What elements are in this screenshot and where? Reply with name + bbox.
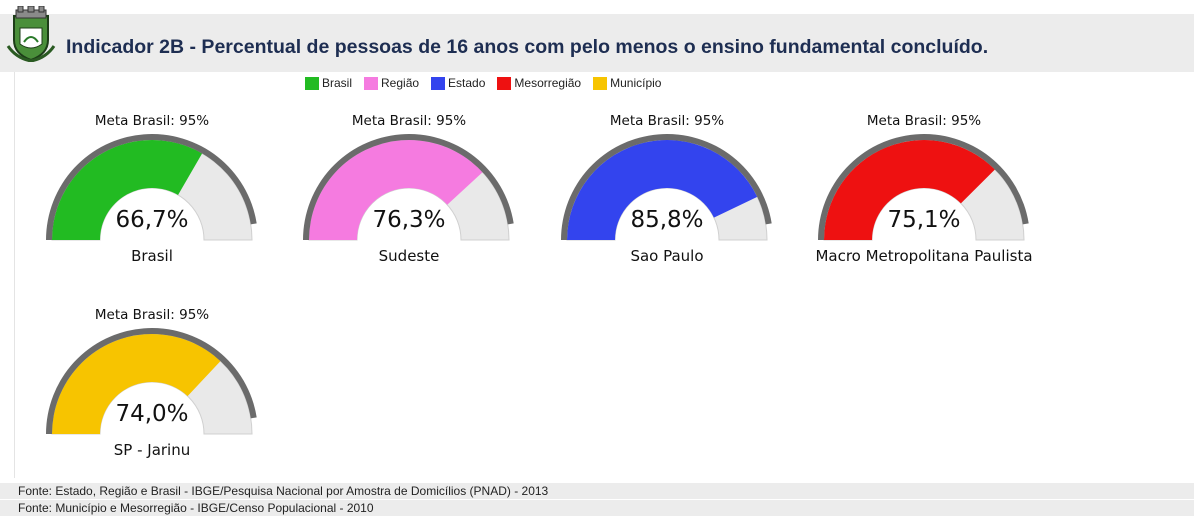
gauge-value-label: 66,7% <box>115 207 189 233</box>
gauge-graphic <box>46 328 257 435</box>
source-line: Fonte: Estado, Região e Brasil - IBGE/Pe… <box>0 483 1194 500</box>
gauge-sudeste: Meta Brasil: 95% 76,3% Sudeste <box>294 113 524 273</box>
gauge-value-arc <box>824 140 995 240</box>
legend-swatch <box>364 76 379 90</box>
gauge-meta-label: Meta Brasil: 95% <box>351 113 467 129</box>
legend-label: Mesorregião <box>514 76 582 90</box>
legend-swatch <box>593 76 608 90</box>
legend-item-mesorregiao: Mesorregião <box>497 76 581 90</box>
gauge-value-arc <box>52 140 203 240</box>
gauge-value-arc <box>309 140 483 240</box>
legend-label: Brasil <box>322 76 353 90</box>
gauge-value-label: 75,1% <box>887 207 961 233</box>
legend-item-municipio: Município <box>593 76 661 90</box>
top-strip <box>0 0 1194 14</box>
legend-item-brasil: Brasil <box>305 76 352 90</box>
gauge-meta-label: Meta Brasil: 95% <box>609 113 725 129</box>
gauge-brasil: Meta Brasil: 95% 66,7% Brasil <box>37 113 267 273</box>
gauge-value-label: 74,0% <box>115 401 189 427</box>
gauge-meta-label: Meta Brasil: 95% <box>94 113 210 129</box>
legend-swatch <box>497 76 512 90</box>
legend-item-estado: Estado <box>431 76 485 90</box>
legend-label: Município <box>610 76 662 90</box>
gauge-sp-jarinu: Meta Brasil: 95% 74,0% SP - Jarinu <box>37 307 267 467</box>
page-title: Indicador 2B - Percentual de pessoas de … <box>66 36 989 58</box>
gauge-value-label: 76,3% <box>372 207 446 233</box>
gauge-graphic <box>561 134 772 241</box>
gauge-name-label: Brasil <box>131 247 173 265</box>
source-line: Fonte: Município e Mesorregião - IBGE/Ce… <box>0 500 1194 517</box>
title-bar <box>0 14 1194 72</box>
sources-footer: Fonte: Estado, Região e Brasil - IBGE/Pe… <box>0 483 1194 517</box>
gauge-sao-paulo: Meta Brasil: 95% 85,8% Sao Paulo <box>552 113 782 273</box>
legend-swatch <box>431 76 446 90</box>
legend-label: Estado <box>448 76 486 90</box>
gauge-name-label: Macro Metropolitana Paulista <box>815 247 1033 265</box>
gauge-macro-metropolitana: Meta Brasil: 95% 75,1% Macro Metropolita… <box>809 113 1039 273</box>
gauge-value-arc <box>52 334 221 434</box>
municipal-crest-logo <box>6 6 56 62</box>
chart-legend: Brasil Região Estado Mesorregião Municíp… <box>305 75 673 91</box>
gauge-value-label: 85,8% <box>630 207 704 233</box>
legend-label: Região <box>381 76 420 90</box>
legend-item-regiao: Região <box>364 76 419 90</box>
gauge-graphic <box>818 134 1029 241</box>
gauge-name-label: SP - Jarinu <box>113 441 191 459</box>
gauge-value-arc <box>567 140 758 240</box>
gauge-meta-label: Meta Brasil: 95% <box>94 307 210 323</box>
gauge-name-label: Sao Paulo <box>630 247 704 265</box>
legend-swatch <box>305 76 319 90</box>
gauge-meta-label: Meta Brasil: 95% <box>866 113 982 129</box>
gauge-name-label: Sudeste <box>378 247 440 265</box>
gauge-graphic <box>46 134 257 241</box>
gauge-graphic <box>303 134 514 241</box>
